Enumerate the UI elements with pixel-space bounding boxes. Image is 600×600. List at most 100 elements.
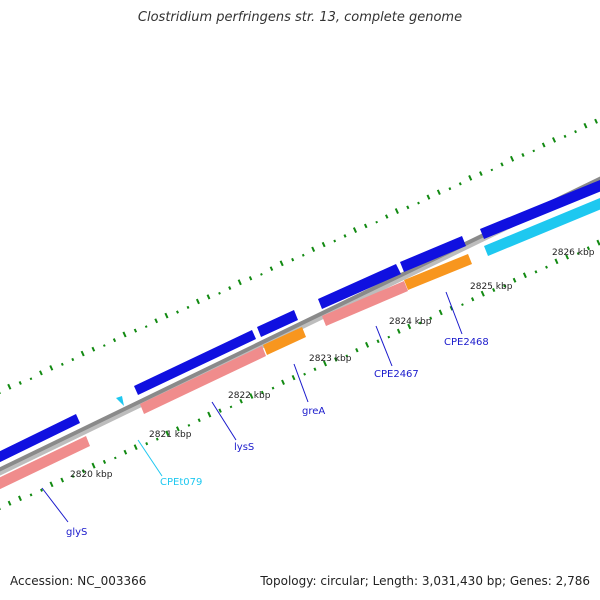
gc-tick: [461, 303, 464, 306]
backbone: [0, 176, 600, 476]
gc-tick: [91, 346, 96, 352]
gc-tick: [49, 365, 54, 371]
gc-tick: [133, 444, 138, 451]
gc-tick: [418, 321, 422, 325]
trna-marker[interactable]: [116, 396, 124, 406]
gc-tick: [187, 423, 191, 427]
gc-tick: [545, 265, 548, 269]
cds-arrow[interactable]: [480, 180, 600, 239]
gc-tick: [29, 493, 33, 497]
gc-tick: [376, 339, 380, 344]
gc-tick: [429, 316, 433, 320]
cds-arrow[interactable]: [0, 414, 80, 465]
feature-label-CPE2467[interactable]: CPE2467: [374, 369, 419, 380]
gc-tick: [133, 328, 138, 333]
accession-text: Accession: NC_003366: [10, 574, 147, 588]
gc-tick: [71, 475, 75, 478]
gc-tick: [552, 137, 557, 143]
feature-labels: glyS CPEt079 lysS greA CPE2467 CPE2468: [66, 337, 489, 538]
cds-arrow[interactable]: [318, 264, 401, 309]
gc-tick: [195, 298, 200, 305]
gc-tick: [554, 258, 559, 265]
ruler-tick-label: 2820 kbp: [70, 470, 113, 480]
gc-tick: [155, 437, 159, 441]
gc-tick: [154, 318, 159, 324]
ruler-tick-label: 2824 kbp: [389, 317, 432, 327]
gc-tick: [260, 273, 263, 276]
gc-tick: [239, 398, 243, 404]
gc-tick: [7, 383, 12, 390]
gc-tick: [510, 155, 515, 162]
gc-tick: [385, 214, 389, 219]
gc-tick: [113, 456, 117, 460]
gc-tick: [311, 246, 316, 252]
gc-tick: [375, 220, 378, 224]
gc-tick: [583, 122, 588, 129]
gc-tick: [197, 418, 201, 423]
feature-label-greA[interactable]: greA: [302, 406, 325, 417]
gene-bar[interactable]: [484, 198, 600, 256]
gc-tick: [49, 481, 54, 488]
gc-tick: [39, 370, 43, 376]
gene-bar[interactable]: [404, 254, 472, 290]
gc-tick: [503, 284, 506, 288]
genome-summary-text: Topology: circular; Length: 3,031,430 bp…: [260, 574, 590, 588]
gc-tick: [492, 288, 496, 293]
gc-tick: [449, 305, 454, 311]
gc-tick: [541, 142, 546, 148]
gc-tick: [186, 305, 190, 309]
gc-tick: [563, 134, 567, 139]
feature-label-glyS[interactable]: glyS: [66, 527, 87, 538]
gene-bar[interactable]: [263, 327, 306, 355]
gene-bar[interactable]: [140, 346, 266, 414]
gc-tick: [269, 266, 274, 271]
cds-arrow[interactable]: [134, 330, 256, 395]
gc-tick: [426, 194, 431, 200]
gc-tick: [596, 239, 600, 246]
gc-tick: [594, 118, 598, 124]
gc-tick: [60, 362, 64, 366]
feature-callouts: [41, 291, 463, 523]
feature-label-lysS[interactable]: lysS: [234, 442, 254, 453]
gc-tick: [7, 500, 12, 506]
ruler-tick-label: 2825 kbp: [470, 282, 513, 292]
gc-tick: [91, 462, 96, 469]
ruler-tick-label: 2822 kbp: [228, 391, 271, 401]
gc-tick: [394, 208, 399, 214]
forward-cds-track: [0, 180, 600, 465]
gc-tick: [343, 234, 347, 238]
gene-bar[interactable]: [0, 436, 90, 492]
gc-tick: [534, 270, 538, 274]
cds-arrow[interactable]: [400, 236, 466, 272]
gc-tick: [281, 379, 285, 385]
gene-bar[interactable]: [322, 281, 408, 326]
gc-tick: [468, 174, 473, 181]
gc-tick: [249, 393, 254, 399]
gc-tick: [229, 405, 233, 409]
gc-tick: [207, 411, 212, 418]
map-title: Clostridium perfringens str. 13, complet…: [137, 10, 463, 25]
gc-tick: [363, 223, 368, 229]
gc-tick: [479, 171, 483, 176]
gc-tick: [176, 310, 179, 314]
ruler-tick-label: 2823 kbp: [309, 354, 352, 364]
gc-tick: [522, 272, 527, 279]
cds-arrow[interactable]: [257, 310, 298, 337]
gc-tick: [352, 227, 358, 233]
feature-label-CPE2468[interactable]: CPE2468: [444, 337, 489, 348]
gc-tick: [345, 354, 349, 358]
gc-tick: [112, 338, 117, 343]
gc-tick: [122, 331, 127, 338]
gc-tick: [81, 469, 86, 474]
gc-tick: [334, 357, 338, 362]
gc-tick: [574, 130, 577, 134]
ruler-tick-label: 2821 kbp: [149, 430, 192, 440]
gc-tick: [206, 294, 211, 300]
gc-tick: [521, 153, 525, 158]
gc-tick: [322, 360, 328, 367]
gc-tick: [71, 357, 75, 362]
gc-tick: [18, 381, 22, 385]
gc-tick: [301, 253, 305, 257]
feature-label-CPEt079[interactable]: CPEt079: [160, 477, 202, 488]
gc-tick: [458, 182, 462, 186]
